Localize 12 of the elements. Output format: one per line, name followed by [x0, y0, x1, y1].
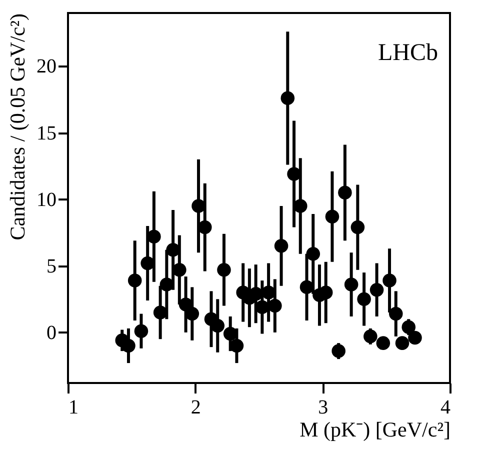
y-tick-label: 10	[36, 188, 56, 211]
y-tick-label: 20	[36, 56, 56, 78]
y-axis-title: Candidates / (0.05 GeV/c²)	[6, 13, 30, 240]
x-tick-label: 2	[190, 396, 201, 418]
y-tick-label: 15	[36, 122, 56, 144]
x-tick-label: 4	[440, 396, 450, 418]
y-tick-label: 5	[46, 255, 56, 278]
annotation: LHCb	[378, 40, 438, 66]
x-tick-label: 1	[68, 396, 78, 418]
y-tick-label: 0	[46, 322, 56, 344]
x-axis-title: M (pK⁻) [GeV/c²]	[300, 418, 450, 442]
x-tick-label: 3	[318, 396, 328, 418]
